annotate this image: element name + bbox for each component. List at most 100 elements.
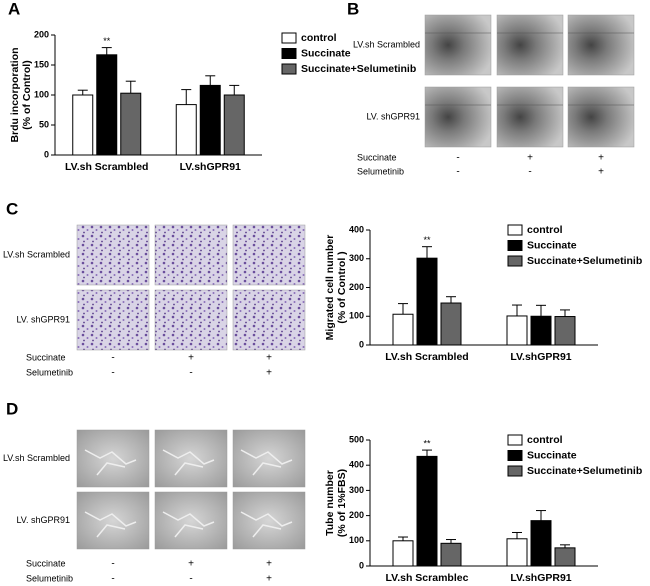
legend-label: Succinate+Selumetinib xyxy=(527,255,642,267)
legend-swatch xyxy=(507,255,523,267)
treatment-sign: - xyxy=(456,153,459,164)
legend-swatch xyxy=(281,32,297,44)
bar xyxy=(392,540,414,567)
micrograph xyxy=(76,224,150,286)
tube-network xyxy=(84,449,137,476)
y-tick-label: 100 xyxy=(34,89,49,99)
y-tick-label: 200 xyxy=(349,510,364,520)
significance: ** xyxy=(423,235,431,245)
treatment-name: Selumetinib xyxy=(26,367,73,377)
x-tick-label: LV.sh Scrambled xyxy=(65,161,148,173)
treatment-sign: - xyxy=(189,368,192,379)
y-axis-label: (% of Control) xyxy=(21,60,33,129)
treatment-sign: + xyxy=(527,153,533,164)
y-tick-label: 200 xyxy=(349,282,364,292)
legend-label: Succinate xyxy=(527,449,577,461)
legend-swatch xyxy=(281,48,297,59)
legend-label: Succinate+Selumetinib xyxy=(301,63,416,75)
treatment-sign: - xyxy=(111,368,114,379)
y-tick-label: 50 xyxy=(39,119,49,129)
tube-network xyxy=(240,449,293,476)
y-tick-label: 400 xyxy=(349,224,364,234)
treatment-sign: - xyxy=(111,353,114,364)
bar xyxy=(416,455,438,567)
treatment-sign: - xyxy=(111,559,114,570)
legend-swatch xyxy=(281,63,297,75)
tube-network xyxy=(162,511,215,538)
treatment-name: Succinate xyxy=(26,558,66,568)
row-label: LV. shGPR91 xyxy=(16,515,70,525)
bar xyxy=(506,315,528,346)
treatment-name: Selumetinib xyxy=(357,166,404,176)
bar xyxy=(530,520,552,567)
legend-swatch xyxy=(507,434,523,446)
legend-label: control xyxy=(527,434,563,446)
significance: ** xyxy=(103,36,111,46)
micrograph xyxy=(232,491,306,550)
treatment-sign: + xyxy=(266,559,272,570)
legend-label: Succinate xyxy=(527,239,577,251)
treatment-sign: + xyxy=(598,167,604,178)
treatment-sign: + xyxy=(266,353,272,364)
micrograph xyxy=(232,224,306,286)
y-tick-label: 100 xyxy=(349,535,364,545)
micrograph xyxy=(76,289,150,351)
x-tick-label: LV.sh Scramblec xyxy=(386,572,469,584)
y-tick-label: 0 xyxy=(359,339,364,349)
micrograph xyxy=(424,86,492,148)
legend-swatch xyxy=(507,224,523,236)
x-tick-label: LV.sh Scrambled xyxy=(385,351,468,363)
y-axis-label: Migrated cell number xyxy=(324,235,336,341)
panel-letter: B xyxy=(347,0,359,18)
tube-network xyxy=(240,511,293,538)
legend-label: control xyxy=(301,32,337,44)
micrograph xyxy=(567,14,635,76)
legend-label: control xyxy=(527,224,563,236)
row-label: LV.sh Scrambled xyxy=(3,453,70,463)
x-tick-label: LV.shGPR91 xyxy=(180,161,241,173)
bar xyxy=(199,84,221,156)
row-label: LV. shGPR91 xyxy=(366,111,420,121)
y-tick-label: 300 xyxy=(349,253,364,263)
legend-swatch xyxy=(507,450,523,461)
micrograph xyxy=(154,429,228,488)
treatment-sign: - xyxy=(189,574,192,585)
bar xyxy=(506,538,528,567)
panel-letter: D xyxy=(6,399,18,418)
legend-label: Succinate+Selumetinib xyxy=(527,465,642,477)
row-label: LV.sh Scrambled xyxy=(3,249,70,259)
micrograph xyxy=(567,86,635,148)
bar xyxy=(392,313,414,346)
y-axis-label: (% of 1%FBS) xyxy=(336,469,348,537)
treatment-sign: + xyxy=(266,574,272,585)
treatment-sign: - xyxy=(456,167,459,178)
y-tick-label: 0 xyxy=(359,560,364,570)
panel-letter: A xyxy=(8,0,20,18)
row-label: LV.sh Scrambled xyxy=(353,39,420,49)
micrograph xyxy=(496,14,564,76)
y-tick-label: 500 xyxy=(349,434,364,444)
y-tick-label: 100 xyxy=(349,311,364,321)
treatment-name: Selumetinib xyxy=(26,573,73,583)
legend-swatch xyxy=(507,465,523,477)
row-label: LV. shGPR91 xyxy=(16,314,70,324)
micrograph xyxy=(154,224,228,286)
y-axis-label: Brdu incorporation xyxy=(9,47,21,142)
bar xyxy=(72,94,94,156)
treatment-sign: - xyxy=(111,574,114,585)
bar xyxy=(530,315,552,346)
y-tick-label: 400 xyxy=(349,460,364,470)
y-axis-label: Tube number xyxy=(324,470,336,536)
treatment-sign: + xyxy=(188,559,194,570)
bar xyxy=(96,54,118,156)
y-axis-label: (% of Control ) xyxy=(336,251,348,323)
bar xyxy=(120,92,142,156)
treatment-sign: + xyxy=(266,368,272,379)
legend-label: Succinate xyxy=(301,47,351,59)
y-tick-label: 200 xyxy=(34,29,49,39)
panel-letter: C xyxy=(6,199,18,218)
micrograph xyxy=(424,14,492,76)
bar xyxy=(440,302,462,346)
treatment-name: Succinate xyxy=(26,352,66,362)
